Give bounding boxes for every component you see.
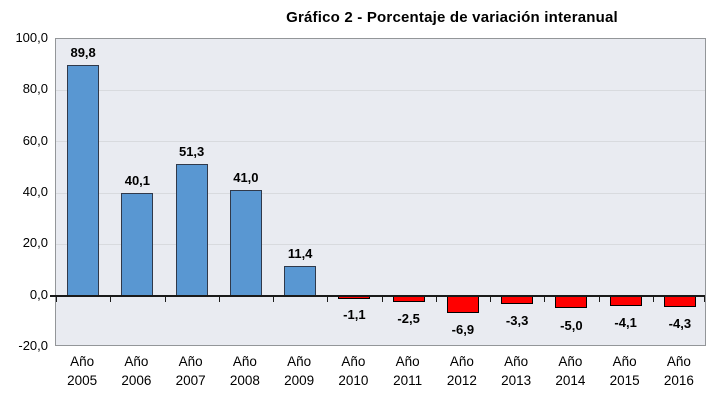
- category-tick: [704, 296, 705, 302]
- bar-value-label: 11,4: [287, 246, 313, 262]
- x-axis-category-label: Año 2012: [446, 354, 477, 388]
- bar-value-label: -3,3: [505, 313, 529, 329]
- bar-value-label: -1,1: [343, 307, 366, 323]
- x-axis-category-label: Año 2011: [393, 354, 423, 388]
- x-axis-category-label: Año 2016: [663, 354, 694, 388]
- x-axis-category-label: Año 2008: [229, 354, 260, 388]
- category-tick: [56, 296, 57, 302]
- gridline: [56, 192, 705, 194]
- bar-año-2008: [229, 190, 262, 296]
- y-axis-tick-label: -20,0: [18, 338, 48, 353]
- bar-año-2005: [67, 65, 100, 296]
- bar-value-label: -2,5: [397, 311, 420, 327]
- gridline: [56, 141, 705, 143]
- y-axis-tick-label: 0,0: [29, 286, 48, 302]
- x-axis-category-label: Año 2014: [555, 354, 586, 388]
- bar-value-label: 41,0: [233, 170, 259, 186]
- bar-año-2014: [555, 295, 588, 309]
- bar-año-2012: [446, 295, 479, 314]
- x-axis-category-label: Año 2009: [284, 354, 315, 388]
- y-axis-tick-label: 20,0: [22, 235, 48, 251]
- category-tick: [436, 296, 437, 302]
- bar-value-label: -5,0: [560, 317, 583, 333]
- category-tick: [273, 296, 274, 302]
- bar-año-2015: [609, 295, 642, 307]
- x-axis-category-label: Año 2013: [501, 354, 532, 388]
- bar-value-label: -4,1: [614, 315, 637, 331]
- category-tick: [165, 296, 166, 302]
- bar-value-label: 40,1: [124, 172, 151, 188]
- category-tick: [382, 296, 383, 302]
- bar-año-2016: [663, 295, 696, 307]
- chart-title: Gráfico 2 - Porcentaje de variación inte…: [286, 9, 618, 26]
- category-tick: [599, 296, 600, 302]
- bar-año-2013: [501, 295, 534, 305]
- gridline: [56, 243, 705, 245]
- x-axis-category-label: Año 2007: [175, 354, 206, 388]
- category-tick: [490, 296, 491, 302]
- category-tick: [110, 296, 111, 302]
- x-axis-category-label: Año 2015: [609, 354, 640, 388]
- y-axis-tick-label: 60,0: [22, 132, 48, 148]
- bar-value-label: 51,3: [178, 143, 205, 159]
- bar-value-label: -6,9: [451, 322, 475, 338]
- bar-año-2007: [175, 163, 208, 296]
- x-axis-category-label: Año 2010: [338, 354, 369, 388]
- gridline: [56, 89, 705, 91]
- bar-value-label: 89,8: [70, 45, 96, 61]
- category-tick: [327, 296, 328, 302]
- bar-año-2009: [284, 266, 317, 296]
- zero-axis-line: [50, 294, 705, 297]
- category-tick: [219, 296, 220, 302]
- plot-area: 89,8 40,1 51,3 41,0 11,4 -1,1 -2,5 -6,9 -3,3 -5,0…: [50, 38, 706, 346]
- bar-value-label: -4,3: [668, 315, 692, 331]
- bar-año-2006: [121, 192, 154, 296]
- x-axis-category-label: Año 2006: [121, 354, 152, 388]
- y-axis-tick-label: 80,0: [22, 81, 48, 97]
- category-tick: [544, 296, 545, 302]
- y-axis-tick-label: 100,0: [15, 30, 48, 45]
- x-axis-category-label: Año 2005: [67, 354, 98, 388]
- category-tick: [653, 296, 654, 302]
- y-axis-tick-label: 40,0: [22, 184, 48, 199]
